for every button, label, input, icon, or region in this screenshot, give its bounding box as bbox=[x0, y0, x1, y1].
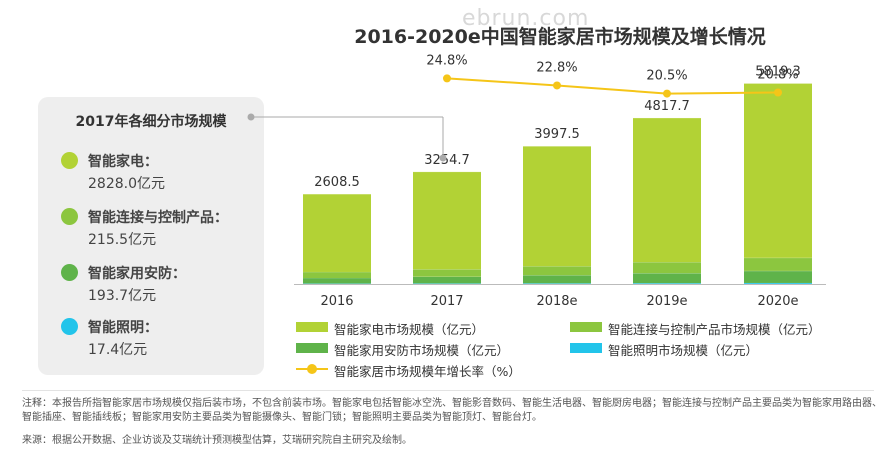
footnote-divider bbox=[22, 390, 874, 391]
bar-segment-2019e-s2 bbox=[633, 262, 701, 274]
x-tick-label-2018e: 2018e bbox=[536, 294, 577, 309]
segment-dot-icon bbox=[61, 264, 78, 281]
segment-value: 215.5亿元 bbox=[88, 232, 157, 248]
growth-rate-label-2018e: 22.8% bbox=[536, 60, 577, 75]
segment-value: 2828.0亿元 bbox=[88, 176, 165, 192]
bar-segment-2020e-s1 bbox=[744, 270, 812, 283]
bar-total-label-2020e: 5819.3 bbox=[755, 64, 801, 79]
bar-total-label-2019e: 4817.7 bbox=[644, 99, 690, 114]
segment-name: 智能家电： bbox=[88, 154, 158, 170]
bar-segment-2017-s2 bbox=[413, 269, 481, 277]
legend-label: 智能照明市场规模（亿元） bbox=[608, 343, 759, 358]
legend-swatch bbox=[296, 343, 328, 353]
growth-rate-label-2020e: 20.8% bbox=[757, 68, 798, 83]
x-tick-label-2016: 2016 bbox=[320, 294, 353, 309]
legend-dot-icon bbox=[307, 364, 317, 374]
segment-dot-icon bbox=[61, 152, 78, 169]
bar-segment-2017-s1 bbox=[413, 276, 481, 284]
segment-name: 智能家用安防： bbox=[88, 266, 186, 282]
growth-rate-point-2018e bbox=[553, 81, 561, 90]
legend-label: 智能家居市场规模年增长率（%） bbox=[334, 364, 521, 379]
segment-value: 193.7亿元 bbox=[88, 288, 157, 304]
x-tick-label-2017: 2017 bbox=[430, 294, 463, 309]
bar-segment-2018e-s3 bbox=[523, 146, 591, 267]
source-note: 来源：根据公开数据、企业访谈及艾瑞统计预测模型估算，艾瑞研究院自主研究及绘制。 bbox=[22, 435, 412, 446]
bar-segment-2017-s3 bbox=[413, 171, 481, 270]
watermark: ebrun.com bbox=[462, 6, 590, 31]
legend-swatch bbox=[570, 343, 602, 353]
growth-rate-label-2017: 24.8% bbox=[426, 53, 467, 68]
bar-segment-2019e-s3 bbox=[633, 117, 701, 263]
bar-total-label-2017: 3254.7 bbox=[424, 153, 470, 168]
legend-label: 智能家用安防市场规模（亿元） bbox=[334, 343, 510, 358]
bar-total-label-2016: 2608.5 bbox=[314, 175, 360, 190]
bar-segment-2019e-s0 bbox=[633, 283, 701, 284]
bar-segment-2019e-s1 bbox=[633, 273, 701, 284]
bar-total-label-2018e: 3997.5 bbox=[534, 127, 580, 142]
panel-connector-dot bbox=[247, 113, 255, 121]
legend-label: 智能家电市场规模（亿元） bbox=[334, 322, 485, 337]
footnote: 注释：本报告所指智能家居市场规模仅指后装市场，不包含前装市场。智能家电包括智能冰… bbox=[22, 398, 882, 423]
bar-segment-2020e-s3 bbox=[744, 83, 812, 258]
bar-segment-2020e-s2 bbox=[744, 257, 812, 271]
panel-connector-dot bbox=[439, 154, 447, 162]
chart-title: 2016-2020e中国智能家居市场规模及增长情况 bbox=[354, 26, 766, 48]
segment-value: 17.4亿元 bbox=[88, 342, 148, 358]
x-tick-label-2019e: 2019e bbox=[646, 294, 687, 309]
growth-rate-point-2017 bbox=[443, 74, 451, 83]
growth-rate-point-2019e bbox=[663, 89, 671, 98]
bar-segment-2018e-s0 bbox=[523, 283, 591, 284]
growth-rate-line bbox=[446, 77, 779, 95]
segment-dot-icon bbox=[61, 318, 78, 335]
legend-swatch bbox=[570, 322, 602, 332]
segment-panel-title: 2017年各细分市场规模 bbox=[75, 114, 227, 130]
segment-name: 智能照明： bbox=[88, 320, 158, 336]
bar-segment-2016-s3 bbox=[303, 194, 371, 272]
growth-rate-point-2020e bbox=[774, 88, 782, 97]
bar-segment-2016-s2 bbox=[303, 271, 371, 279]
bar-segment-2020e-s0 bbox=[744, 282, 812, 284]
legend-label: 智能连接与控制产品市场规模（亿元） bbox=[608, 322, 821, 337]
legend-swatch bbox=[296, 322, 328, 332]
segment-dot-icon bbox=[61, 208, 78, 225]
x-tick-label-2020e: 2020e bbox=[757, 294, 798, 309]
bar-segment-2018e-s1 bbox=[523, 275, 591, 284]
growth-rate-label-2019e: 20.5% bbox=[646, 69, 687, 84]
bar-segment-2016-s1 bbox=[303, 278, 371, 284]
bar-segment-2018e-s2 bbox=[523, 266, 591, 276]
segment-panel: 2017年各细分市场规模 智能家电： 2828.0亿元 智能连接与控制产品： 2… bbox=[38, 97, 264, 375]
segment-name: 智能连接与控制产品： bbox=[88, 210, 228, 226]
